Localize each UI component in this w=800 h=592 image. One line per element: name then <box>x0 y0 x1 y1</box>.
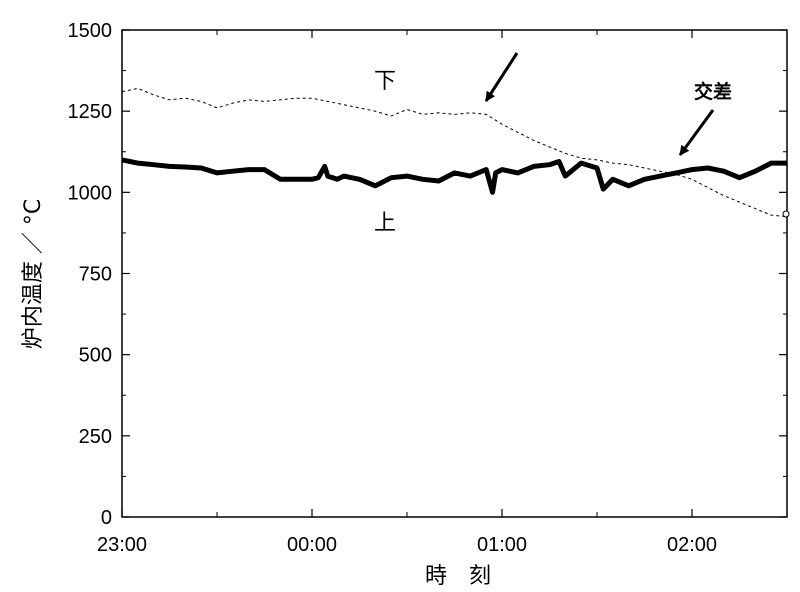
y-axis-title: 炉内温度 ／ °C <box>21 199 46 349</box>
annotation-upper-label: 上 <box>374 211 396 236</box>
y-tick-label: 500 <box>79 345 112 367</box>
y-tick-label: 750 <box>79 264 112 286</box>
y-axis-ticks <box>122 29 787 518</box>
annotation-arrow-lower <box>484 52 519 102</box>
x-tick-label: 23:00 <box>97 534 147 556</box>
y-tick-label: 1000 <box>68 182 113 204</box>
y-tick-label: 250 <box>79 426 112 448</box>
annotation-arrow-crossing <box>678 109 715 156</box>
annotation-lower-label: 下 <box>374 69 396 94</box>
x-tick-label: 01:00 <box>477 534 527 556</box>
annotation-crossing-label: 交差 <box>694 80 732 103</box>
y-axis-tick-labels: 0 250 500 750 1000 1250 1500 <box>68 20 113 529</box>
x-axis-title: 時 刻 <box>425 564 491 589</box>
x-tick-label: 00:00 <box>287 534 337 556</box>
y-tick-label: 1250 <box>68 101 113 123</box>
x-axis-ticks <box>121 30 693 517</box>
y-tick-label: 1500 <box>68 20 113 42</box>
series-upper-line <box>121 157 787 195</box>
x-tick-label: 02:00 <box>667 534 717 556</box>
y-tick-label: 0 <box>101 507 112 529</box>
series-lower-line <box>121 87 788 218</box>
plot-frame <box>121 29 788 518</box>
x-axis-tick-labels: 23:00 00:00 01:00 02:00 <box>97 534 717 556</box>
series-lower-endpoint <box>782 210 790 218</box>
